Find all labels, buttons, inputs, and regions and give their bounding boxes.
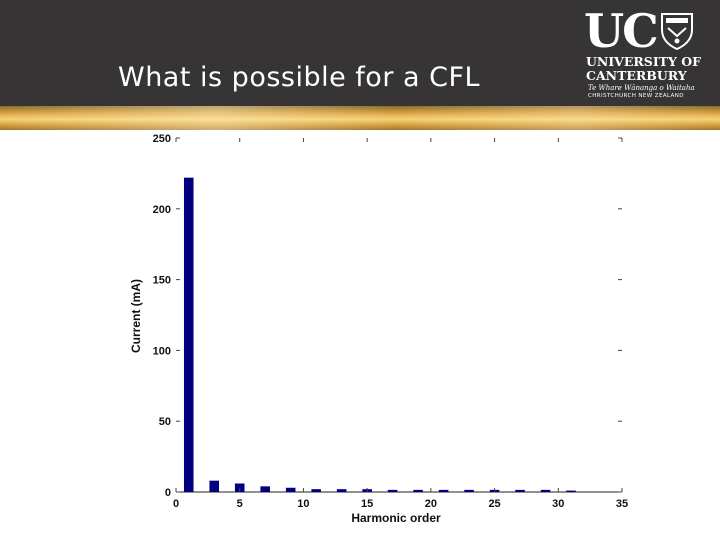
bar-series (183, 177, 576, 492)
x-tick-label-25: 25 (488, 498, 500, 510)
x-tick-label-35: 35 (616, 498, 628, 510)
bar-harmonic-7 (260, 486, 270, 492)
bar-harmonic-27 (515, 489, 525, 492)
bar-harmonic-31 (566, 490, 576, 492)
logo-line-maori: Te Whare Wānanga o Waitaha (588, 84, 695, 92)
bar-harmonic-5 (234, 483, 245, 492)
bar-harmonic-1 (183, 177, 194, 492)
y-tick-label-150: 150 (153, 275, 171, 287)
y-tick-label-250: 250 (153, 133, 171, 145)
crest-icon (661, 13, 693, 50)
y-tick-label-50: 50 (159, 416, 171, 428)
x-tick-label-0: 0 (173, 498, 179, 510)
bar-harmonic-23 (464, 489, 474, 492)
x-tick-label-15: 15 (361, 498, 373, 510)
logo-line-location: CHRISTCHURCH NEW ZEALAND (588, 93, 684, 99)
bar-harmonic-29 (540, 489, 551, 492)
header-gold-band (0, 106, 720, 130)
bar-harmonic-19 (413, 489, 423, 492)
bar-harmonic-17 (387, 489, 398, 492)
y-axis-ticks: 0 50 100 150 200 250 (153, 133, 622, 499)
x-tick-label-30: 30 (552, 498, 564, 510)
logo-line-university-of: UNIVERSITY OF (586, 54, 702, 69)
y-axis-label: Current (mA) (129, 279, 143, 353)
y-tick-label-0: 0 (165, 487, 171, 499)
y-tick-label-100: 100 (153, 345, 171, 357)
bar-harmonic-11 (311, 489, 321, 492)
logo-line-canterbury: CANTERBURY (586, 68, 687, 83)
y-tick-label-200: 200 (153, 204, 171, 216)
slide-header (0, 0, 720, 106)
university-logo: UC UNIVERSITY OF CANTERBURY Te Whare Wān… (584, 8, 702, 100)
bar-harmonic-3 (209, 480, 220, 492)
bar-harmonic-9 (285, 487, 296, 492)
x-tick-label-10: 10 (297, 498, 309, 510)
x-tick-label-5: 5 (237, 498, 243, 510)
x-axis-ticks: 0 5 10 15 20 25 30 35 (173, 138, 628, 510)
x-axis-label: Harmonic order (351, 511, 441, 525)
x-tick-label-20: 20 (425, 498, 437, 510)
bar-harmonic-13 (336, 489, 347, 492)
slide-title: What is possible for a CFL (118, 62, 481, 93)
logo-uc-letters: UC (584, 4, 659, 58)
bar-harmonic-21 (438, 489, 449, 492)
